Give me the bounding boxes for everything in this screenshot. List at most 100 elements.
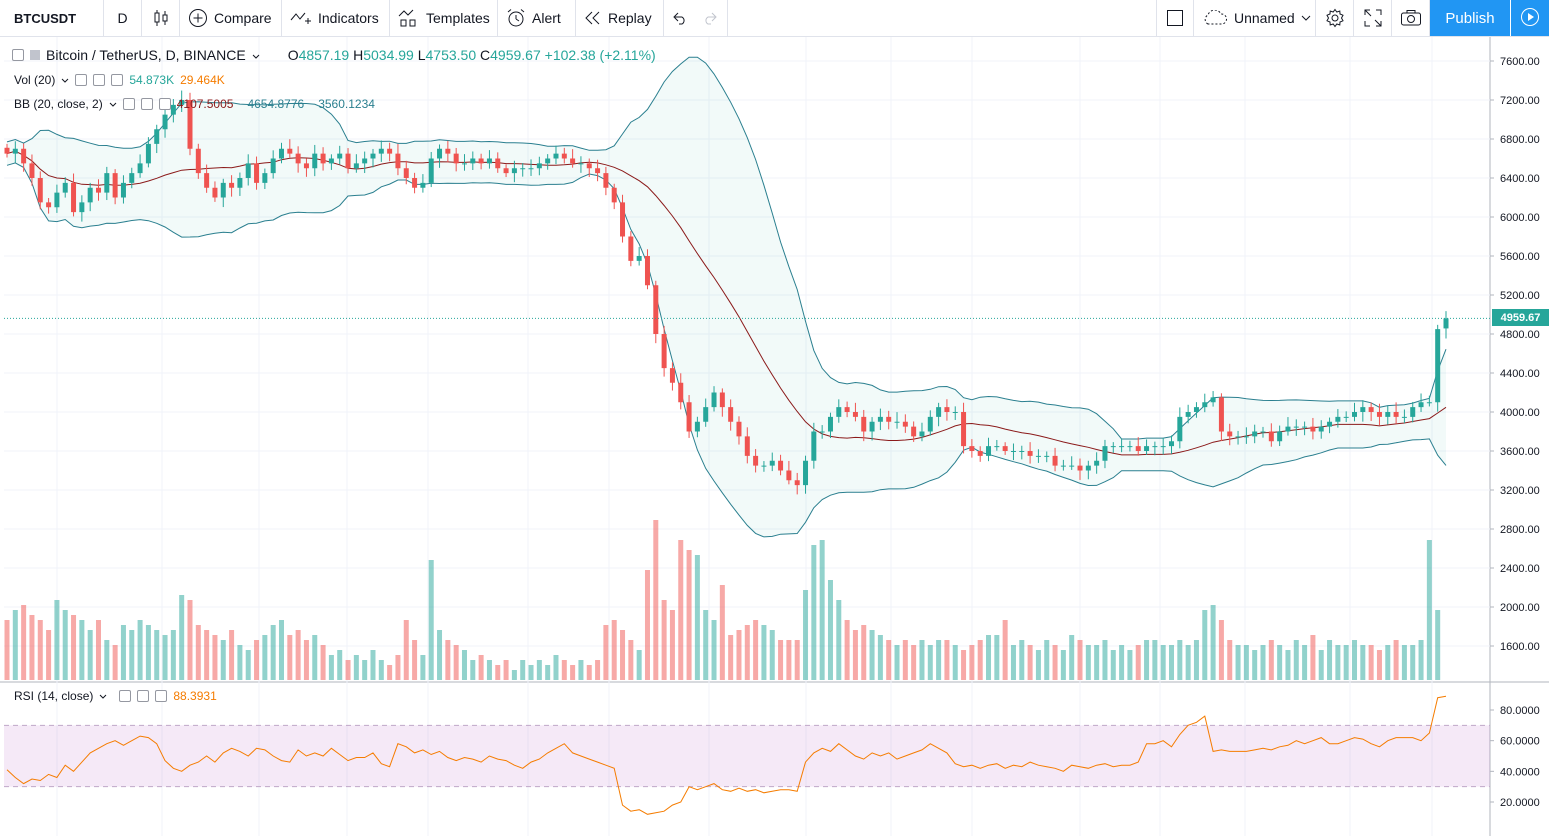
volume-bar (961, 650, 967, 680)
candle-body (1019, 451, 1025, 452)
compare-button[interactable]: Compare (180, 0, 282, 36)
volume-bar (1401, 645, 1407, 680)
volume-bar (345, 660, 351, 680)
candle-body (1144, 446, 1150, 451)
volume-bar (511, 670, 517, 680)
volume-bar (994, 635, 1000, 680)
volume-bar (861, 625, 867, 680)
rewind-icon (584, 11, 602, 25)
candle-body (12, 148, 18, 154)
publish-menu-button[interactable] (1511, 0, 1549, 36)
volume-bar (503, 660, 509, 680)
candle-body (894, 421, 900, 423)
plus-circle-icon (188, 8, 208, 28)
candle-body (586, 163, 592, 169)
volume-bar (1185, 645, 1191, 680)
volume-bar (1152, 640, 1158, 680)
collapse-icon[interactable] (12, 49, 24, 61)
price-tick-label: 6800.00 (1500, 134, 1540, 146)
expand-button[interactable] (1354, 0, 1392, 36)
candle-body (1044, 455, 1050, 457)
eye-icon[interactable] (119, 690, 132, 702)
gear-icon[interactable] (140, 98, 153, 110)
chevron-down-icon[interactable] (61, 73, 69, 87)
candle-body (220, 182, 226, 198)
candle-body (669, 368, 675, 383)
chevron-down-icon[interactable] (109, 97, 117, 111)
candle-body (886, 416, 892, 422)
candle-body (1160, 446, 1166, 448)
undo-icon[interactable] (672, 11, 688, 25)
indicators-button[interactable]: Indicators (282, 0, 390, 36)
chart-type-button[interactable] (142, 0, 180, 36)
candle-body (328, 158, 334, 164)
volume-bar (1260, 645, 1266, 680)
candle-body (511, 168, 517, 174)
volume-bar (437, 630, 443, 680)
volume-bar (744, 625, 750, 680)
close-icon[interactable] (158, 98, 171, 110)
volume-bar (586, 665, 592, 680)
candle-body (736, 421, 742, 437)
publish-button[interactable]: Publish (1430, 0, 1510, 36)
high-label: H (353, 47, 364, 63)
volume-bar (620, 630, 626, 680)
volume-bar (1235, 645, 1241, 680)
eye-icon[interactable] (75, 74, 88, 86)
price-axis[interactable]: 7600.00 7200.00 6800.00 6400.00 6000.00 5600.… (1490, 56, 1540, 653)
volume-bar (254, 640, 260, 680)
candle-body (1318, 426, 1324, 432)
interval-button[interactable]: D (104, 0, 142, 36)
close-icon[interactable] (155, 690, 168, 702)
candle-body (87, 187, 93, 203)
camera-icon (1400, 9, 1422, 27)
candles-icon (152, 9, 170, 27)
volume-bar (520, 660, 526, 680)
volume-bar (603, 625, 609, 680)
candle-body (445, 148, 451, 154)
chevron-down-icon[interactable] (252, 48, 260, 63)
volume-bar (486, 660, 492, 680)
candle-body (1119, 446, 1125, 448)
fullscreen-toggle-button[interactable] (1156, 0, 1194, 36)
gear-icon[interactable] (137, 690, 150, 702)
compare-label: Compare (214, 10, 272, 26)
candle-body (711, 392, 717, 408)
layout-menu-button[interactable]: Unnamed (1194, 0, 1316, 36)
candle-body (54, 192, 60, 208)
candle-body (237, 178, 243, 188)
volume-bar (145, 625, 151, 680)
chevron-down-icon[interactable] (99, 689, 107, 703)
volume-bar (220, 640, 226, 680)
play-circle-icon (1520, 7, 1540, 30)
alert-button[interactable]: Alert (498, 0, 576, 36)
eye-icon[interactable] (122, 98, 135, 110)
symbol-search-button[interactable]: BTCUSDT (0, 0, 104, 36)
low-label: L (417, 47, 426, 63)
volume-bar (62, 610, 68, 680)
close-icon[interactable] (111, 74, 124, 86)
templates-button[interactable]: Templates (390, 0, 498, 36)
candle-body (595, 168, 601, 174)
volume-bar (811, 545, 817, 680)
redo-icon[interactable] (702, 11, 718, 25)
settings-button[interactable] (1316, 0, 1354, 36)
ohlc-values: O4857.19 H5034.99 L4753.50 C4959.67 +102… (288, 47, 656, 63)
volume-bar (1094, 645, 1100, 680)
candle-body (370, 153, 376, 159)
candle-body (1152, 446, 1158, 448)
gear-icon[interactable] (93, 74, 106, 86)
volume-bar (328, 655, 334, 680)
volume-bar (387, 665, 393, 680)
rsi-axis[interactable]: 80.0000 60.0000 40.0000 20.0000 (1490, 705, 1540, 809)
volume-bar (836, 600, 842, 680)
volume-bar (694, 555, 700, 680)
volume-bar (1343, 645, 1349, 680)
volume-bar (1227, 640, 1233, 680)
replay-button[interactable]: Replay (576, 0, 664, 36)
volume-value: 54.873K (129, 73, 175, 87)
chart-canvas[interactable]: 7600.00 7200.00 6800.00 6400.00 6000.00 5600.… (0, 37, 1549, 836)
candle-body (528, 168, 534, 170)
alert-label: Alert (532, 10, 561, 26)
snapshot-button[interactable] (1392, 0, 1430, 36)
